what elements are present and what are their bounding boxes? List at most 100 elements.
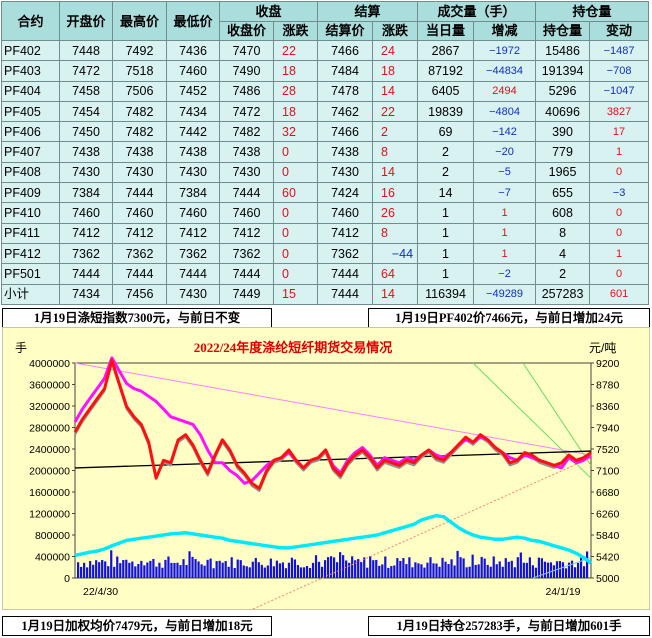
table-row: PF408 7430 7430 7430 7430 0 7430 14 2 −5 1965 0 (1, 161, 650, 184)
volume-bar (345, 560, 348, 578)
cell-contract: 小计 (1, 283, 60, 305)
header-settle-group: 结算 (317, 1, 419, 22)
cell-vol: 69 (417, 121, 475, 143)
cell-oi-chg: −3 (589, 182, 650, 204)
cell-low: 7412 (166, 222, 220, 244)
table-row: PF404 7458 7506 7452 7486 28 7478 14 6405 2494 529… (1, 80, 650, 102)
volume-bar (299, 567, 303, 578)
volume-bar (342, 555, 345, 578)
cell-vol: 2867 (417, 39, 475, 62)
header-close-price: 收盘价 (219, 20, 274, 41)
volume-bar (333, 557, 336, 578)
volume-bar (197, 561, 200, 578)
cell-contract: PF406 (1, 121, 60, 143)
cell-settle: 7412 (317, 222, 374, 244)
volume-bar (528, 557, 531, 578)
cell-settle: 7430 (317, 161, 374, 184)
cell-vol-chg: −5 (473, 161, 537, 184)
volume-bar (185, 564, 188, 578)
volume-bar (86, 567, 89, 578)
volume-bar (399, 560, 402, 578)
right-tick-label: 6260 (596, 509, 620, 521)
cell-oi-chg: 0 (589, 263, 650, 285)
cell-oi-chg: −1047 (589, 80, 650, 102)
cell-settle: 7444 (317, 283, 374, 305)
right-tick-label: 8360 (596, 401, 620, 413)
cell-open: 7454 (59, 100, 113, 123)
cell-open: 7458 (59, 80, 113, 102)
cell-settle-chg: 64 (372, 263, 419, 285)
volume-bar (269, 558, 272, 578)
cell-vol: 1 (417, 263, 475, 285)
volume-bar (242, 565, 245, 578)
cell-oi: 608 (535, 202, 591, 224)
volume-bar (251, 561, 254, 578)
volume-bar (98, 562, 101, 578)
table-row: PF412 7362 7362 7362 7362 0 7362 −44 1 1 4 1 (1, 242, 650, 265)
cell-close: 7412 (219, 222, 274, 244)
cell-close: 7438 (219, 141, 274, 163)
cell-oi: 779 (535, 141, 591, 163)
volume-bar (218, 560, 221, 578)
volume-bar (80, 566, 83, 578)
volume-bar (146, 562, 149, 578)
volume-bar (239, 560, 242, 578)
volume-bar (233, 568, 236, 578)
volume-bar (107, 566, 110, 578)
volume-bar (320, 566, 324, 578)
volume-bar (429, 557, 432, 578)
volume-bar (212, 568, 215, 578)
left-tick-label: 400000 (35, 552, 70, 564)
volume-bar (116, 556, 119, 578)
cell-settle: 7444 (317, 263, 374, 285)
volume-bar (549, 562, 553, 578)
volume-bar (224, 561, 227, 578)
volume-bar (245, 566, 248, 578)
cell-oi: 655 (535, 182, 591, 204)
volume-bar (92, 564, 95, 578)
cell-settle-chg: 16 (372, 182, 419, 204)
cell-low: 7430 (166, 161, 220, 184)
cell-low: 7442 (166, 121, 220, 143)
cell-oi-chg: 0 (589, 222, 650, 244)
cell-oi: 5296 (535, 80, 591, 102)
volume-bar (483, 558, 486, 578)
cell-low: 7460 (166, 202, 220, 224)
volume-bar (432, 563, 435, 578)
cell-vol-chg: −2 (473, 263, 537, 285)
cell-low: 7362 (166, 242, 220, 265)
cell-high: 7482 (112, 100, 167, 123)
volume-bar (426, 562, 429, 578)
volume-bar (326, 557, 330, 578)
cell-vol-chg: −49289 (473, 283, 537, 305)
header-oi-change: 变动 (589, 20, 650, 41)
x-start-label: 22/4/30 (83, 586, 118, 598)
volume-bar (287, 562, 291, 578)
chart-panel: 2022/24年度涤纶短纤期货交易情况 手 元/吨 22/4/30 24/1/1… (2, 327, 650, 610)
cell-vol-chg: −4804 (473, 100, 537, 123)
cell-oi-chg: 0 (589, 202, 650, 224)
volume-bar (125, 559, 128, 578)
volume-bar (248, 567, 251, 578)
right-tick-label: 5000 (596, 573, 620, 585)
volume-bar (384, 556, 387, 578)
volume-bar (77, 562, 80, 578)
cell-settle: 7438 (317, 141, 374, 163)
volume-bar (405, 564, 408, 578)
cell-oi: 257283 (535, 283, 591, 305)
volume-bar (83, 562, 86, 578)
cell-settle-chg: 8 (372, 222, 419, 244)
cell-settle: 7460 (317, 202, 374, 224)
volume-bar (486, 564, 489, 578)
volume-bar (317, 561, 321, 578)
left-tick-label: 1600000 (29, 487, 70, 499)
volume-bar (311, 562, 315, 578)
cell-close-chg: 32 (272, 121, 319, 143)
volume-bar (95, 560, 98, 578)
volume-bar (110, 550, 113, 578)
volume-bar (516, 557, 519, 578)
table-body: PF402 7448 7492 7436 7470 22 7466 24 2867 −1972 15… (1, 39, 650, 305)
cell-settle: 7466 (317, 39, 374, 62)
volume-bar (375, 559, 378, 578)
header-volume-group: 成交量（手） (417, 1, 537, 22)
